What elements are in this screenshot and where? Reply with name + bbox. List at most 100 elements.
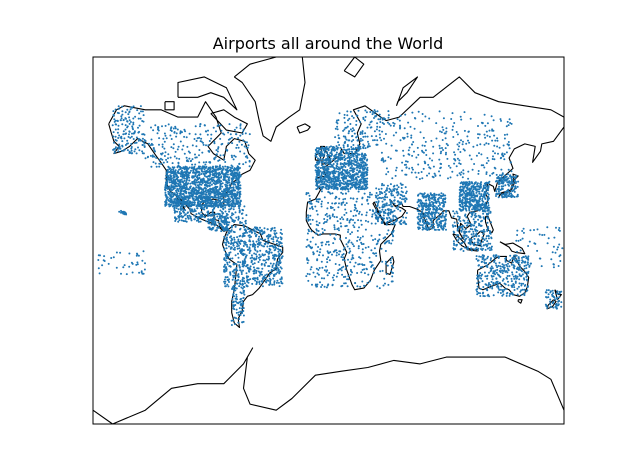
airport-point — [392, 188, 395, 191]
airport-point — [329, 251, 332, 254]
airport-point — [453, 158, 456, 161]
airport-point — [400, 187, 403, 189]
airport-point — [209, 161, 212, 164]
airport-point — [315, 161, 318, 164]
airport-point — [170, 188, 172, 191]
airport-point — [328, 158, 331, 161]
airport-point — [402, 198, 405, 201]
airport-point — [380, 187, 383, 190]
airport-point — [228, 176, 231, 179]
airport-point — [164, 203, 167, 206]
airport-point — [174, 202, 177, 205]
airport-point — [185, 136, 188, 139]
airport-point — [203, 204, 206, 207]
airport-point — [331, 214, 334, 217]
airport-point — [220, 172, 223, 175]
airport-point — [234, 284, 236, 286]
airport-point — [456, 157, 459, 160]
airport-point — [404, 186, 407, 189]
airport-point — [345, 150, 348, 153]
airport-point — [225, 201, 228, 204]
airport-point — [352, 257, 355, 260]
airport-point — [164, 183, 167, 186]
airport-point — [161, 143, 164, 146]
airport-point — [492, 150, 495, 153]
airport-point — [199, 123, 202, 125]
airport-point — [362, 118, 365, 120]
airport-point — [421, 120, 424, 123]
airport-point — [352, 215, 355, 217]
airport-point — [229, 173, 232, 176]
airport-point — [365, 111, 368, 114]
airport-point — [251, 243, 254, 246]
airport-point — [215, 130, 217, 133]
airport-point — [390, 223, 393, 225]
airport-point — [177, 145, 180, 148]
airport-point — [344, 166, 347, 168]
airport-point — [238, 197, 241, 200]
airport-point — [170, 126, 173, 129]
airport-point — [191, 176, 194, 179]
airport-point — [306, 257, 309, 260]
airport-point — [248, 133, 251, 136]
airport-point — [175, 207, 178, 210]
airport-point — [213, 206, 216, 209]
airport-point — [256, 245, 259, 248]
airport-point — [183, 179, 186, 182]
airport-point — [325, 241, 328, 243]
airport-point — [186, 160, 188, 162]
airport-point — [378, 238, 381, 241]
airport-point — [350, 150, 353, 153]
airport-point — [232, 183, 235, 186]
airport-point — [226, 257, 229, 260]
airport-point — [320, 260, 323, 263]
airport-point — [144, 157, 147, 160]
airport-point — [179, 192, 182, 195]
airport-point — [491, 158, 494, 160]
airport-point — [331, 192, 334, 195]
airport-point — [375, 143, 378, 146]
airport-point — [333, 148, 336, 151]
airport-point — [208, 205, 211, 208]
airport-point — [334, 180, 337, 183]
airport-point — [383, 198, 386, 201]
airport-point — [223, 238, 226, 241]
airport-point — [117, 108, 120, 110]
airport-point — [208, 201, 210, 204]
airport-point — [258, 241, 260, 244]
airport-point — [344, 268, 347, 271]
airport-point — [212, 196, 215, 199]
airport-point — [203, 168, 206, 171]
airport-point — [510, 170, 513, 173]
airport-point — [336, 125, 339, 128]
airport-point — [378, 193, 381, 196]
airport-point — [366, 177, 369, 180]
airport-point — [268, 283, 271, 286]
airport-point — [321, 185, 324, 188]
airport-point — [249, 265, 252, 268]
map-frame — [92, 56, 565, 425]
airport-point — [224, 206, 227, 209]
airport-point — [346, 245, 349, 248]
airport-point — [239, 228, 241, 231]
airport-point — [255, 270, 258, 272]
airport-point — [338, 173, 341, 175]
airport-point — [198, 186, 201, 189]
airport-point — [337, 134, 340, 137]
airport-point — [349, 187, 352, 190]
airport-point — [165, 187, 168, 190]
airport-point — [458, 145, 460, 148]
airport-point — [238, 173, 241, 176]
airport-point — [121, 105, 124, 108]
airport-point — [478, 152, 480, 155]
airport-point — [389, 211, 392, 214]
airport-point — [209, 166, 212, 169]
airport-point — [197, 204, 200, 207]
airport-point — [353, 173, 356, 176]
airport-point — [242, 310, 245, 312]
airport-point — [491, 139, 494, 142]
airport-point — [234, 181, 237, 184]
airport-point — [182, 192, 185, 195]
airport-point — [230, 324, 233, 326]
airport-point — [509, 122, 512, 124]
